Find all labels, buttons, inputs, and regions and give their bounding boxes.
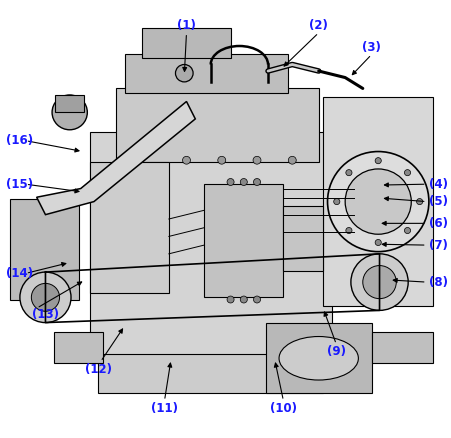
Text: (1): (1) xyxy=(177,19,195,32)
Polygon shape xyxy=(116,88,318,162)
Circle shape xyxy=(404,227,410,233)
Text: (15): (15) xyxy=(6,178,33,191)
Circle shape xyxy=(345,170,351,176)
Circle shape xyxy=(350,254,407,311)
Circle shape xyxy=(20,272,71,322)
Circle shape xyxy=(362,265,396,299)
Circle shape xyxy=(240,179,247,185)
Text: (14): (14) xyxy=(6,267,33,280)
Circle shape xyxy=(226,179,234,185)
Text: (2): (2) xyxy=(308,19,327,32)
Polygon shape xyxy=(204,184,283,297)
Text: (8): (8) xyxy=(428,276,447,289)
Circle shape xyxy=(345,169,410,234)
Polygon shape xyxy=(142,28,230,58)
Circle shape xyxy=(52,95,87,130)
Circle shape xyxy=(416,198,422,205)
Polygon shape xyxy=(283,206,322,271)
Circle shape xyxy=(240,296,247,303)
Circle shape xyxy=(31,283,60,311)
Text: (13): (13) xyxy=(32,308,59,321)
Polygon shape xyxy=(89,162,169,293)
Polygon shape xyxy=(10,199,78,300)
Polygon shape xyxy=(98,354,322,393)
Text: (5): (5) xyxy=(428,195,447,208)
Circle shape xyxy=(345,227,351,233)
Polygon shape xyxy=(37,102,195,215)
Text: (11): (11) xyxy=(151,402,178,415)
Polygon shape xyxy=(55,95,84,113)
Text: (12): (12) xyxy=(85,363,111,376)
Circle shape xyxy=(175,64,193,82)
Circle shape xyxy=(333,198,339,205)
Text: (4): (4) xyxy=(428,178,447,191)
Polygon shape xyxy=(322,97,433,306)
Circle shape xyxy=(217,156,225,164)
Polygon shape xyxy=(89,132,331,363)
Circle shape xyxy=(182,156,190,164)
Polygon shape xyxy=(371,332,433,363)
Circle shape xyxy=(374,158,381,164)
Text: (7): (7) xyxy=(428,239,447,251)
Circle shape xyxy=(253,179,260,185)
Circle shape xyxy=(374,240,381,246)
Polygon shape xyxy=(124,53,287,93)
Text: (10): (10) xyxy=(269,402,296,415)
Circle shape xyxy=(253,296,260,303)
Text: (9): (9) xyxy=(326,345,345,358)
Circle shape xyxy=(404,170,410,176)
Text: (16): (16) xyxy=(6,134,33,147)
Polygon shape xyxy=(54,332,102,363)
Polygon shape xyxy=(265,323,371,393)
Text: (3): (3) xyxy=(361,41,380,53)
Ellipse shape xyxy=(278,336,358,380)
Circle shape xyxy=(226,296,234,303)
Circle shape xyxy=(253,156,260,164)
Circle shape xyxy=(327,152,428,252)
Text: (6): (6) xyxy=(428,217,447,230)
Circle shape xyxy=(288,156,295,164)
